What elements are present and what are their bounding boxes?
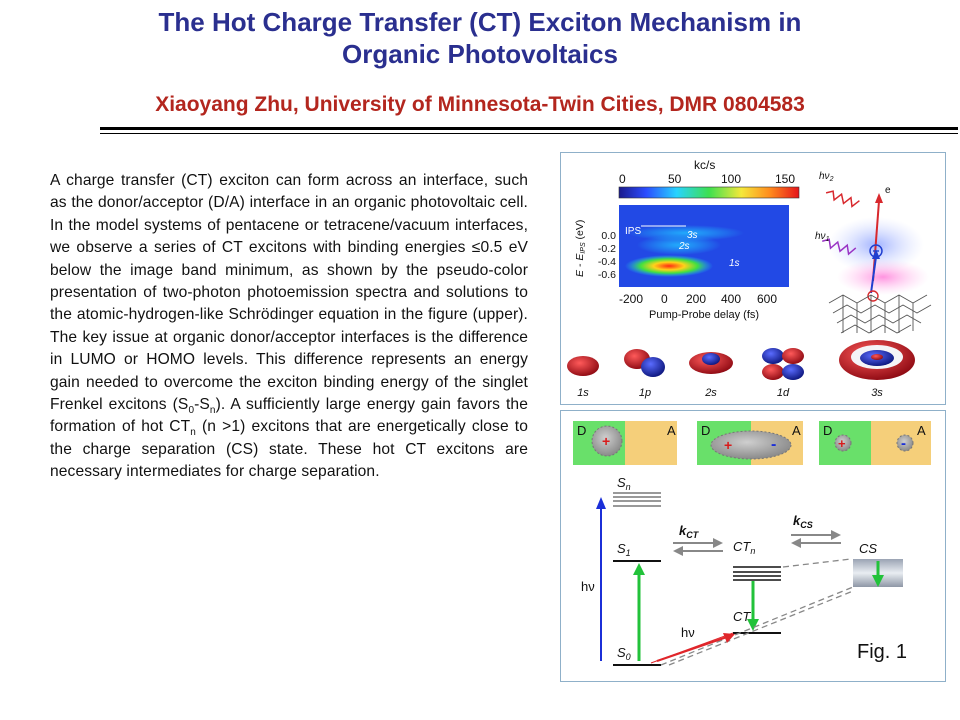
peak-label-3s: 3s: [687, 230, 698, 241]
upper-figure-panel: kc/s 0 50 100 150 IPS 3s 2s 1s 0.0 -0.2 …: [560, 152, 946, 405]
y-tick: -0.4: [598, 256, 616, 268]
colorbar-tick: 100: [721, 172, 741, 186]
x-axis-label: Pump-Probe delay (fs): [649, 309, 759, 321]
acceptor-label: A: [792, 423, 801, 438]
title-line-2: Organic Photovoltaics: [342, 39, 618, 69]
orbital-label: 1s: [577, 387, 589, 399]
hole-sign: +: [602, 433, 610, 449]
photon-label-hv1: hν1: [815, 231, 830, 243]
donor-label: D: [823, 423, 832, 438]
orbital-1s: [567, 356, 599, 376]
figure-label: Fig. 1: [857, 641, 908, 663]
da-box-2: D A + -: [697, 421, 803, 465]
colorbar-tick: 0: [619, 172, 626, 186]
da-box-1: D A +: [573, 421, 677, 465]
electron-sign: -: [901, 435, 906, 452]
level-s1: S1: [617, 541, 631, 558]
interface-schematic: hν2 hν1 e: [815, 171, 932, 334]
level-s0: S0: [617, 645, 631, 662]
orbital-label: 2s: [704, 387, 717, 399]
peak-1s: [625, 255, 713, 277]
da-box-3: D A + -: [819, 421, 931, 465]
orbital-1p-b: [641, 357, 665, 377]
orbital-label: 3s: [871, 387, 883, 399]
electron-label: e: [885, 185, 891, 196]
x-tick: 600: [757, 292, 777, 306]
y-tick: -0.6: [598, 269, 616, 281]
colorbar-tick: 150: [775, 172, 795, 186]
electron-sign: -: [771, 436, 776, 453]
energy-diagram: hν Sn S1 S0 kCT: [581, 475, 903, 666]
donor-label: D: [701, 423, 710, 438]
level-cs: CS: [859, 541, 877, 556]
colorbar-unit: kc/s: [694, 158, 715, 172]
peak-label-2s: 2s: [678, 241, 690, 252]
y-tick: 0.0: [601, 230, 616, 242]
donor-label: D: [577, 423, 586, 438]
colorbar-tick: 50: [668, 172, 682, 186]
divider-thick: [100, 127, 958, 130]
hv-label-left: hν: [581, 579, 595, 594]
photon-label-hv2: hν2: [819, 171, 834, 183]
level-sn: Sn: [617, 475, 631, 492]
peak-label-1s: 1s: [729, 258, 740, 269]
orbital-1d-a: [762, 348, 784, 364]
author-line: Xiaoyang Zhu, University of Minnesota-Tw…: [155, 93, 805, 116]
colorbar: [618, 186, 800, 199]
level-ctn: CTn: [733, 539, 755, 556]
lower-figure: D A + D A + - D A + - hν: [573, 421, 931, 666]
orbital-row: 1s 1p 2s 1d 3s: [567, 340, 915, 399]
peak-label-ips: IPS: [625, 226, 641, 237]
body-paragraph: A charge transfer (CT) exciton can form …: [50, 172, 528, 481]
orbital-label: 1p: [639, 387, 651, 399]
x-tick: -200: [619, 292, 643, 306]
hole-sign: +: [838, 436, 846, 451]
rate-kct: kCT: [679, 523, 700, 540]
upper-figure: kc/s 0 50 100 150 IPS 3s 2s 1s 0.0 -0.2 …: [567, 158, 932, 399]
title-line-1: The Hot Charge Transfer (CT) Exciton Mec…: [158, 7, 802, 37]
y-tick: -0.2: [598, 243, 616, 255]
x-tick: 0: [661, 292, 668, 306]
y-axis-label: E - EIPS (eV): [574, 220, 587, 277]
rate-kcs: kCS: [793, 513, 813, 530]
x-tick: 400: [721, 292, 741, 306]
orbital-label: 1d: [777, 387, 790, 399]
slide-title: The Hot Charge Transfer (CT) Exciton Mec…: [0, 6, 960, 70]
x-tick: 200: [686, 292, 706, 306]
acceptor-label: A: [917, 423, 926, 438]
hv-label-diagonal: hν: [681, 625, 695, 640]
divider-thin: [100, 133, 958, 134]
acceptor-label: A: [667, 423, 676, 438]
hole-sign: +: [724, 437, 732, 453]
lower-figure-panel: D A + D A + - D A + - hν: [560, 410, 946, 682]
